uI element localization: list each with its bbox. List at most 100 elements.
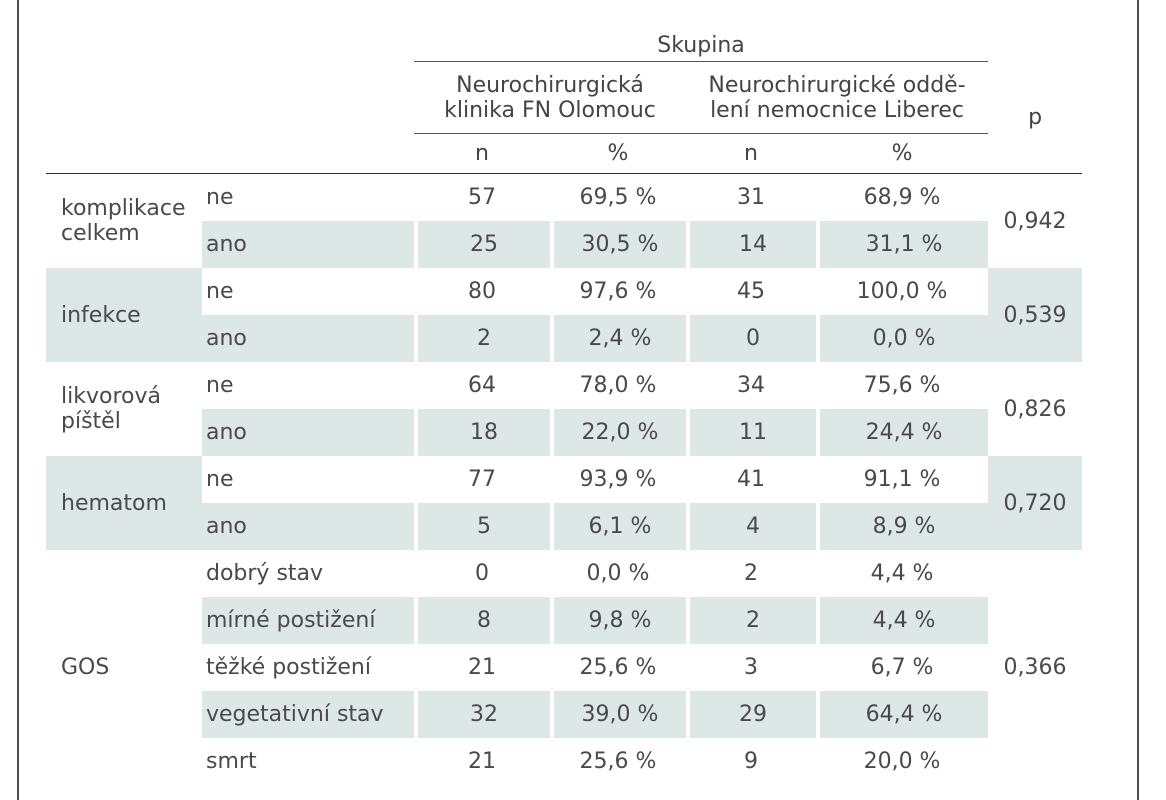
table-row: ano 5 6,1 % 4 8,9 %: [46, 503, 1082, 550]
row-label: ano: [202, 503, 414, 550]
site-liberec-header: Neurochirurgické oddě- lení nemocnice Li…: [686, 62, 989, 134]
row-label: ne: [206, 185, 234, 210]
cell-p1: 25,6 %: [579, 749, 657, 774]
cell-n2: 2: [744, 561, 758, 586]
cell-p1: 97,6 %: [579, 279, 657, 304]
row-label: ano: [202, 315, 414, 362]
cell-p2: 91,1 %: [863, 467, 941, 492]
table-row: GOS dobrý stav 0 0,0 % 2 4,4 % 0,366: [46, 550, 1082, 680]
p-value: 0,366: [1003, 655, 1067, 680]
cell-n1: 21: [468, 655, 496, 680]
header-row-units: n % n %: [46, 134, 1082, 174]
cell-n1: 64: [468, 373, 496, 398]
pct-header: %: [550, 134, 686, 174]
cell-p1: 69,5 %: [579, 185, 657, 210]
results-table: Skupina Neurochirurgická klinika FN Olom…: [46, 30, 1083, 785]
cell-n2: 34: [737, 373, 765, 398]
row-label: těžké postižení: [206, 655, 371, 680]
cell-n1: 57: [468, 185, 496, 210]
p-value: 0,942: [1003, 208, 1067, 234]
cell-n2: 41: [737, 467, 765, 492]
cell-p2: 4,4 %: [816, 597, 989, 644]
n-header: n: [686, 134, 816, 174]
cell-p1: 6,1 %: [550, 503, 686, 550]
cell-p2: 64,4 %: [816, 691, 989, 738]
cell-n2: 45: [737, 279, 765, 304]
cell-p2: 20,0 %: [863, 749, 941, 774]
cell-p2: 31,1 %: [816, 221, 989, 268]
cell-n1: 32: [414, 691, 550, 738]
cell-n1: 5: [414, 503, 550, 550]
site-olomouc-header: Neurochirurgická klinika FN Olomouc: [414, 62, 686, 134]
group-cell: likvorová píštěl: [61, 384, 161, 434]
cell-n2: 29: [686, 691, 816, 738]
cell-n1: 21: [468, 749, 496, 774]
p-value: 0,720: [988, 456, 1083, 550]
n-header: n: [414, 134, 550, 174]
cell-p1: 22,0 %: [550, 409, 686, 456]
cell-p2: 8,9 %: [816, 503, 989, 550]
p-value: 0,539: [988, 268, 1083, 362]
table-row: smrt 21 25,6 % 9 20,0 %: [46, 738, 1082, 785]
cell-n1: 25: [414, 221, 550, 268]
row-label: ne: [206, 467, 234, 492]
row-label: dobrý stav: [206, 561, 324, 586]
cell-n2: 3: [744, 655, 758, 680]
cell-n1: 8: [414, 597, 550, 644]
group-cell: hematom: [46, 456, 202, 550]
pct-header: %: [816, 134, 989, 174]
cell-n2: 14: [686, 221, 816, 268]
table-row: komplikace celkem ne 57 69,5 % 31 68,9 %…: [46, 174, 1082, 246]
cell-n1: 18: [414, 409, 550, 456]
cell-n1: 77: [468, 467, 496, 492]
cell-p1: 30,5 %: [550, 221, 686, 268]
p-value: 0,826: [1003, 396, 1067, 422]
table-row: ano 2 2,4 % 0 0,0 %: [46, 315, 1082, 362]
table-row: ano 25 30,5 % 14 31,1 %: [46, 221, 1082, 268]
cell-p1: 9,8 %: [550, 597, 686, 644]
cell-n1: 80: [468, 279, 496, 304]
table-row: vegetativní stav 32 39,0 % 29 64,4 %: [46, 691, 1082, 738]
header-row-group: Skupina: [46, 30, 1082, 62]
row-label: ano: [202, 221, 414, 268]
cell-p2: 100,0 %: [856, 279, 948, 304]
row-label: smrt: [206, 749, 257, 774]
group-cell: GOS: [61, 655, 110, 680]
cell-n1: 2: [414, 315, 550, 362]
table-row: těžké postižení 21 25,6 % 3 6,7 %: [46, 644, 1082, 691]
cell-n2: 11: [686, 409, 816, 456]
cell-n2: 31: [737, 185, 765, 210]
cell-p1: 2,4 %: [550, 315, 686, 362]
table-row: hematom ne 77 93,9 % 41 91,1 % 0,720: [46, 456, 1083, 550]
table-frame: [17, 0, 1139, 800]
row-label: ne: [206, 279, 234, 304]
cell-p2: 6,7 %: [870, 655, 934, 680]
table-row: likvorová píštěl ne 64 78,0 % 34 75,6 % …: [46, 362, 1082, 434]
cell-n2: 2: [686, 597, 816, 644]
cell-p2: 68,9 %: [863, 185, 941, 210]
cell-p1: 78,0 %: [579, 373, 657, 398]
table-row: infekce ne 80 97,6 % 45 100,0 % 0,539: [46, 268, 1083, 362]
row-label: ano: [202, 409, 414, 456]
cell-p2: 0,0 %: [816, 315, 989, 362]
cell-n1: 0: [475, 561, 489, 586]
table-row: mírné postižení 8 9,8 % 2 4,4 %: [46, 597, 1082, 644]
cell-p1: 39,0 %: [550, 691, 686, 738]
cell-n2: 4: [686, 503, 816, 550]
cell-p1: 25,6 %: [579, 655, 657, 680]
cell-p1: 93,9 %: [579, 467, 657, 492]
cell-p2: 75,6 %: [863, 373, 941, 398]
row-label: vegetativní stav: [202, 691, 414, 738]
cell-p2: 24,4 %: [816, 409, 989, 456]
group-cell: komplikace celkem: [61, 196, 186, 246]
group-cell: infekce: [46, 268, 202, 362]
row-label: mírné postižení: [202, 597, 414, 644]
row-label: ne: [206, 373, 234, 398]
group-header: Skupina: [414, 30, 989, 62]
cell-n2: 0: [686, 315, 816, 362]
cell-p2: 4,4 %: [870, 561, 934, 586]
cell-p1: 0,0 %: [586, 561, 650, 586]
table-row: ano 18 22,0 % 11 24,4 %: [46, 409, 1082, 456]
p-header: p: [988, 62, 1083, 174]
cell-n2: 9: [744, 749, 758, 774]
